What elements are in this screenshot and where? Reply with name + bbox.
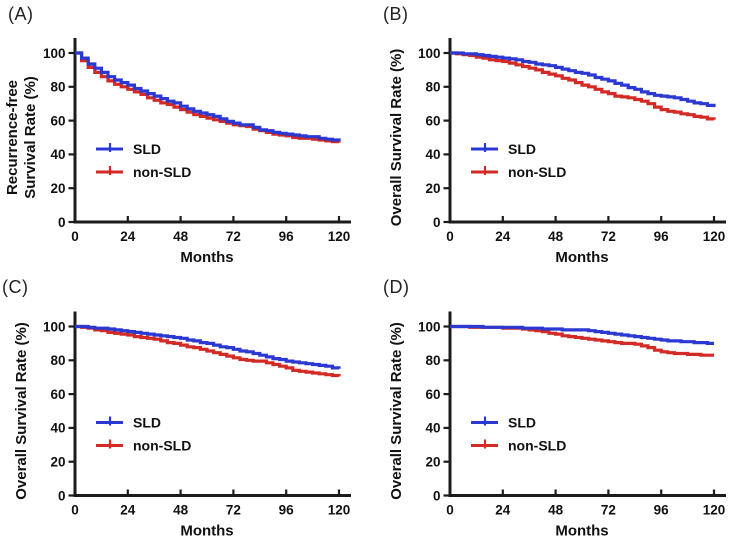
series-line-non-sld [450,51,716,121]
x-tick-label: 24 [120,229,136,244]
y-tick-label: 40 [425,147,440,162]
y-tick-label: 0 [58,215,66,230]
y-tick-label: 20 [425,455,440,470]
x-tick-label: 120 [703,229,726,244]
legend-label-sld: SLD [508,141,536,157]
x-tick-label: 48 [173,503,189,518]
legend-label-non-sld: non-SLD [133,164,191,180]
x-tick-label: 0 [446,503,454,518]
y-tick-label: 100 [418,319,441,334]
y-axis-title: Overall Survival Rate (%) [388,49,405,227]
x-tick-label: 24 [495,229,511,244]
y-tick-label: 80 [50,80,65,95]
y-tick-label: 60 [425,113,440,128]
y-axis-title: Recurrence-free [4,80,21,195]
x-tick-label: 48 [173,229,189,244]
legend-item-sld: SLD [96,141,161,157]
y-axis-title: Overall Survival Rate (%) [388,322,405,500]
y-tick-label: 0 [433,488,441,503]
y-tick-label: 60 [50,113,65,128]
y-tick-label: 40 [50,147,65,162]
y-tick-label: 80 [425,353,440,368]
panel-label-A: (A) [8,4,34,24]
legend-label-non-sld: non-SLD [508,164,566,180]
legend-label-non-sld: non-SLD [508,437,566,453]
x-tick-label: 96 [279,229,295,244]
y-tick-label: 60 [50,387,65,402]
y-tick-label: 100 [43,46,66,61]
legend-item-sld: SLD [96,414,161,430]
x-tick-label: 0 [71,503,79,518]
series-line-sld [75,324,341,370]
km-chart-D: 0 20 40 60 80 100 0 24 48 72 96 120 Months Overall Su… [388,311,726,540]
x-tick-label: 24 [495,503,511,518]
y-tick-label: 20 [50,181,65,196]
x-tick-label: 72 [601,229,616,244]
x-tick-label: 48 [548,229,564,244]
legend-item-non-sld: non-SLD [96,164,191,180]
x-tick-label: 120 [328,503,351,518]
y-tick-label: 20 [50,455,65,470]
x-tick-label: 96 [654,229,670,244]
km-chart-B: 0 20 40 60 80 100 0 24 48 72 96 120 Months Overall Su… [388,38,726,266]
panel-C: (C) 0 20 40 60 80 100 0 24 48 72 96 120 Months Overal… [0,273,375,547]
x-tick-label: 24 [120,503,136,518]
legend-item-non-sld: non-SLD [471,437,566,453]
legend-item-non-sld: non-SLD [96,437,191,453]
x-axis-title: Months [555,249,608,266]
y-tick-label: 80 [50,353,65,368]
x-axis-title: Months [180,523,233,540]
series-line-non-sld [75,51,341,144]
panel-B: (B) 0 20 40 60 80 100 0 24 48 72 96 120 Months Overal… [375,0,750,273]
legend-item-non-sld: non-SLD [471,164,566,180]
series-line-sld [450,324,714,345]
legend-label-sld: SLD [133,141,161,157]
y-axis-title: Overall Survival Rate (%) [13,322,30,500]
y-tick-label: 0 [58,488,66,503]
x-tick-label: 72 [226,503,241,518]
km-chart-C: 0 20 40 60 80 100 0 24 48 72 96 120 Months Overall Su… [13,311,351,540]
x-tick-label: 96 [279,503,295,518]
panel-A: (A) 0 20 40 60 80 100 0 24 48 72 96 120 Months Recurr… [0,0,375,273]
y-tick-label: 20 [425,181,440,196]
legend-item-sld: SLD [471,414,536,430]
x-tick-label: 72 [601,503,616,518]
km-chart-A: 0 20 40 60 80 100 0 24 48 72 96 120 Months Recurrence… [4,38,351,266]
y-tick-label: 100 [43,319,66,334]
legend-item-sld: SLD [471,141,536,157]
y-axis-title: Survival Rate (%) [22,76,39,199]
x-tick-label: 96 [654,503,670,518]
y-tick-label: 60 [425,387,440,402]
legend-label-non-sld: non-SLD [133,437,191,453]
legend-label-sld: SLD [133,414,161,430]
x-tick-label: 0 [446,229,454,244]
y-tick-label: 40 [50,421,65,436]
x-tick-label: 72 [226,229,241,244]
panel-D: (D) 0 20 40 60 80 100 0 24 48 72 96 120 Months Overal… [375,273,750,547]
y-tick-label: 40 [425,421,440,436]
panel-label-B: (B) [383,4,409,24]
panel-label-C: (C) [2,277,29,297]
y-tick-label: 100 [418,46,441,61]
x-axis-title: Months [180,249,233,266]
x-tick-label: 120 [328,229,351,244]
x-tick-label: 48 [548,503,564,518]
panel-label-D: (D) [383,277,410,297]
x-tick-label: 120 [703,503,726,518]
legend-label-sld: SLD [508,414,536,430]
series-line-non-sld [75,324,341,378]
y-tick-label: 0 [433,215,441,230]
x-tick-label: 0 [71,229,79,244]
y-tick-label: 80 [425,80,440,95]
x-axis-title: Months [555,523,608,540]
series-line-sld [450,51,716,108]
series-line-sld [75,51,341,142]
